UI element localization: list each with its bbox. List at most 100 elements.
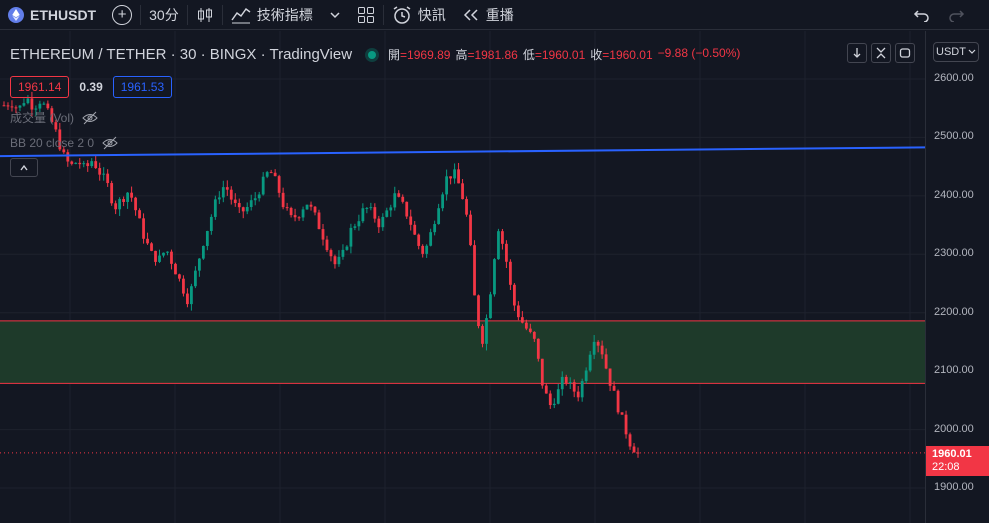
candle-body: [201, 245, 205, 259]
chevron-down-icon: [968, 49, 976, 54]
chart-controls: [847, 43, 915, 63]
eye-hidden-icon[interactable]: [102, 136, 118, 150]
fullscreen-icon[interactable]: [895, 43, 915, 63]
candle-body: [329, 250, 333, 257]
candle-body: [30, 98, 34, 110]
redo-button[interactable]: [939, 0, 973, 30]
chart-type-button[interactable]: [188, 0, 222, 30]
candle-body: [253, 198, 257, 201]
candle-body: [509, 261, 512, 285]
volume-indicator-row[interactable]: 成交量 (Vol): [10, 109, 98, 126]
replay-button[interactable]: 重播: [454, 0, 522, 30]
candle-body: [489, 294, 492, 319]
candle-body: [130, 192, 133, 198]
price-axis[interactable]: 2600.00 2500.00 2400.00 2300.00 2200.00 2100.…: [925, 31, 989, 523]
ethereum-icon: [8, 6, 24, 23]
candle-body: [14, 107, 18, 109]
candle-body: [150, 243, 153, 251]
candle-body: [102, 173, 106, 175]
candle-body: [197, 258, 201, 271]
candle-body: [54, 122, 58, 130]
candle-body: [608, 368, 612, 386]
chevron-up-icon: [20, 164, 28, 170]
candle-body: [365, 207, 369, 209]
candle-body: [413, 224, 417, 235]
arrow-down-icon[interactable]: [847, 43, 867, 63]
candle-body: [277, 176, 281, 193]
candle-body: [620, 412, 624, 415]
symbol-label: ETHUSDT: [30, 6, 97, 23]
candle-body: [524, 322, 528, 329]
candle-body: [349, 227, 353, 247]
candle-body: [596, 341, 600, 346]
candle-body: [485, 318, 488, 344]
candle-body: [461, 183, 464, 200]
price-chart[interactable]: [0, 31, 925, 523]
candle-body: [572, 382, 576, 392]
collapse-icon[interactable]: [871, 43, 891, 63]
alert-button[interactable]: 快訊: [384, 0, 454, 30]
collapse-legend-button[interactable]: [10, 158, 38, 177]
candle-body: [505, 243, 508, 262]
separator: [382, 4, 384, 25]
candle-body: [245, 207, 249, 212]
candle-body: [341, 249, 345, 257]
candle-body: [560, 376, 564, 390]
candle-body: [628, 434, 632, 447]
price-tick-label: 2300.00: [934, 247, 974, 260]
candle-body: [138, 210, 141, 219]
separator: [186, 4, 188, 25]
candle-body: [174, 263, 177, 275]
candle-body: [457, 169, 460, 184]
quick-label: 快訊: [417, 6, 446, 23]
candle-body: [520, 317, 524, 323]
candle-body: [134, 197, 137, 211]
candle-body: [170, 251, 173, 264]
undo-button[interactable]: [905, 0, 939, 30]
grid-icon: [357, 6, 374, 23]
candle-body: [289, 207, 293, 216]
candle-series: [2, 91, 640, 458]
symbol-search[interactable]: ETHUSDT: [0, 0, 104, 30]
candle-body: [361, 208, 365, 222]
eye-hidden-icon[interactable]: [82, 111, 98, 125]
chevron-down-icon[interactable]: [321, 0, 349, 30]
price-tick-label: 2500.00: [934, 130, 974, 143]
candle-body: [209, 216, 213, 231]
candle-body: [229, 189, 233, 200]
candle-body: [345, 246, 349, 250]
candle-body: [46, 103, 50, 109]
candle-body: [86, 163, 90, 167]
plus-circle-icon: +: [112, 4, 133, 25]
candle-body: [38, 103, 42, 109]
market-open-indicator: [368, 50, 377, 59]
candle-body: [353, 226, 357, 228]
compare-button[interactable]: +: [104, 0, 140, 30]
candle-body: [584, 370, 588, 382]
candle-body: [544, 385, 548, 394]
candle-body: [305, 204, 309, 210]
currency-select[interactable]: USDT: [933, 42, 979, 62]
indicators-icon: [231, 7, 251, 23]
candle-body: [10, 106, 14, 108]
bb-indicator-row[interactable]: BB 20 close 2 0: [10, 136, 118, 150]
candle-body: [122, 199, 126, 202]
candle-body: [293, 215, 297, 218]
sell-button[interactable]: 1961.14: [10, 76, 70, 98]
alarm-clock-icon: [393, 5, 411, 24]
candle-body: [325, 239, 329, 251]
layout-button[interactable]: [349, 0, 383, 30]
candle-body: [78, 162, 82, 165]
replay-label: 重播: [485, 6, 514, 23]
candle-body: [445, 176, 449, 195]
candle-body: [576, 391, 580, 398]
candle-body: [317, 212, 321, 230]
candle-body: [62, 149, 66, 153]
candle-body: [281, 192, 285, 208]
price-tick-label: 2000.00: [934, 422, 974, 435]
buy-button[interactable]: 1961.53: [112, 76, 173, 98]
interval-button[interactable]: 30分: [141, 0, 187, 30]
indicators-button[interactable]: 技術指標: [223, 0, 321, 30]
candle-body: [154, 250, 157, 262]
candle-body: [632, 446, 636, 453]
